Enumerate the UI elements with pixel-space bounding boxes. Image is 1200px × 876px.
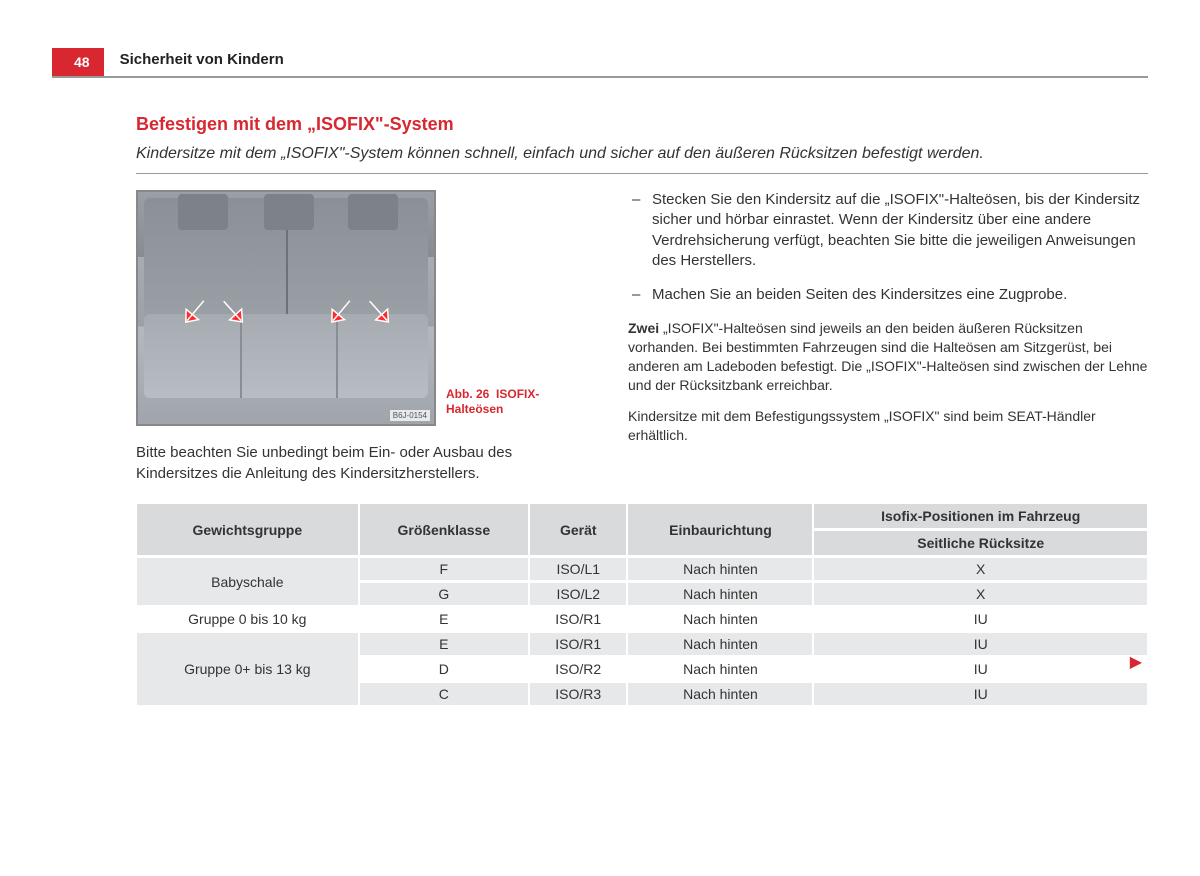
table-row: Gruppe 0 bis 10 kg E ISO/R1 Nach hinten … [136, 607, 1148, 631]
cell-device: ISO/R1 [529, 607, 627, 631]
cell-device: ISO/R2 [529, 657, 627, 681]
section-title: Befestigen mit dem „ISOFIX"-System [136, 114, 1148, 135]
paragraph: Zwei „ISOFIX"-Halteösen sind jeweils an … [628, 319, 1148, 395]
list-item: Machen Sie an beiden Seiten des Kindersi… [628, 285, 1148, 305]
cell-position: IU [813, 657, 1148, 681]
cell-size: F [359, 557, 529, 581]
cell-position: IU [813, 607, 1148, 631]
cell-group: Babyschale [136, 557, 359, 606]
cell-size: D [359, 657, 529, 681]
cell-direction: Nach hinten [627, 682, 813, 706]
cell-position: IU [813, 682, 1148, 706]
cell-group: Gruppe 0+ bis 13 kg [136, 632, 359, 706]
th-rear-side-seats: Seitliche Rücksitze [813, 530, 1148, 556]
chapter-title: Sicherheit von Kindern [120, 51, 284, 74]
cell-direction: Nach hinten [627, 632, 813, 656]
instruction-list: Stecken Sie den Kindersitz auf die „ISOF… [628, 190, 1148, 305]
bold-lead: Zwei [628, 320, 659, 336]
cell-size: C [359, 682, 529, 706]
paragraph-text: „ISOFIX"-Halteösen sind jeweils an den b… [628, 320, 1147, 393]
headrest-icon [348, 194, 398, 230]
cell-direction: Nach hinten [627, 557, 813, 581]
headrest-icon [178, 194, 228, 230]
page-number: 48 [52, 48, 104, 76]
cell-position: IU [813, 632, 1148, 656]
table-header-row: Gewichtsgruppe Größenklasse Gerät Einbau… [136, 503, 1148, 529]
table-row: Babyschale F ISO/L1 Nach hinten X [136, 557, 1148, 581]
th-size-class: Größenklasse [359, 503, 529, 556]
cell-direction: Nach hinten [627, 657, 813, 681]
table-row: Gruppe 0+ bis 13 kg E ISO/R1 Nach hinten… [136, 632, 1148, 656]
page-header: 48 Sicherheit von Kindern [52, 48, 1148, 78]
section-subtitle: Kindersitze mit dem „ISOFIX"-System könn… [136, 145, 1148, 174]
headrest-icon [264, 194, 314, 230]
th-weight-group: Gewichtsgruppe [136, 503, 359, 556]
continue-arrow-icon: ▶ [1130, 652, 1142, 672]
cell-device: ISO/R3 [529, 682, 627, 706]
cell-device: ISO/R1 [529, 632, 627, 656]
left-body-text: Bitte beachten Sie unbedingt beim Ein- o… [136, 442, 596, 484]
cell-size: E [359, 632, 529, 656]
list-item: Stecken Sie den Kindersitz auf die „ISOF… [628, 190, 1148, 271]
cell-position: X [813, 557, 1148, 581]
th-isofix-positions: Isofix-Positionen im Fahrzeug [813, 503, 1148, 529]
th-direction: Einbaurichtung [627, 503, 813, 556]
th-device: Gerät [529, 503, 627, 556]
cell-size: E [359, 607, 529, 631]
cell-position: X [813, 582, 1148, 606]
cell-device: ISO/L1 [529, 557, 627, 581]
cell-direction: Nach hinten [627, 582, 813, 606]
isofix-positions-table: Gewichtsgruppe Größenklasse Gerät Einbau… [136, 502, 1148, 707]
cell-group: Gruppe 0 bis 10 kg [136, 607, 359, 631]
cell-direction: Nach hinten [627, 607, 813, 631]
cell-size: G [359, 582, 529, 606]
isofix-seat-figure: B6J-0154 [136, 190, 436, 426]
cell-device: ISO/L2 [529, 582, 627, 606]
figure-caption-label: Abb. 26 [446, 387, 489, 401]
figure-caption: Abb. 26 ISOFIX-Halteösen [446, 387, 576, 426]
figure-id-label: B6J-0154 [390, 410, 430, 421]
paragraph: Kindersitze mit dem Befestigungssystem „… [628, 407, 1148, 445]
